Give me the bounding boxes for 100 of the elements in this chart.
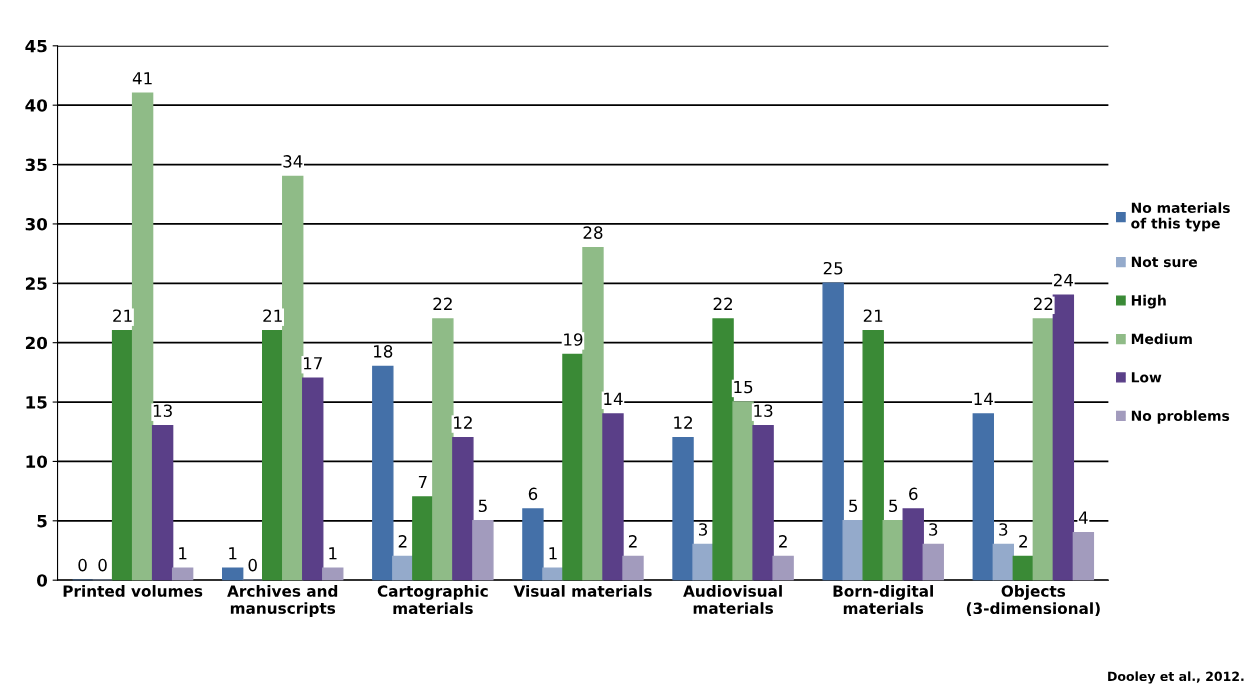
x-tick-label: Born-digital materials: [833, 585, 933, 615]
legend-label: No problems: [1131, 410, 1230, 424]
text: Dooley et al., 2012.: [1108, 671, 1244, 684]
legend-label: No materials of this type: [1131, 202, 1230, 232]
bar: [972, 413, 994, 581]
bar: [562, 353, 584, 581]
y-tick-label: 40: [25, 99, 48, 112]
y-tick-label: 35: [25, 158, 47, 172]
bar: [372, 365, 394, 581]
data-label: 2: [628, 535, 637, 548]
data-label: 2: [1019, 535, 1027, 548]
bar: [922, 543, 944, 581]
data-label: 21: [863, 309, 883, 322]
data-label: 24: [1053, 273, 1074, 287]
bar: [262, 330, 284, 581]
bar: [111, 330, 134, 581]
bar: [1052, 294, 1075, 581]
bar: [542, 567, 564, 581]
data-label: 34: [283, 155, 303, 168]
bar: [171, 567, 194, 581]
bar: [822, 282, 844, 581]
bar: [752, 425, 774, 581]
bar: [1032, 318, 1055, 581]
data-label: 3: [699, 523, 708, 536]
data-label: 6: [528, 487, 538, 501]
x-tick-label: Visual materials: [513, 585, 652, 597]
data-label: 2: [779, 535, 787, 548]
data-label: 15: [734, 380, 753, 394]
bar: [1072, 531, 1095, 581]
data-label: 22: [713, 297, 733, 310]
legend-label: High: [1131, 294, 1166, 309]
bar: [221, 567, 244, 581]
data-label: 0: [248, 558, 257, 572]
y-tick-label: 10: [26, 455, 48, 468]
x-tick-label: Cartographic materials: [377, 585, 488, 615]
bar: [522, 508, 544, 581]
data-label: 25: [823, 261, 843, 275]
bar: [772, 555, 794, 581]
data-label: 1: [549, 547, 557, 560]
legend-label: Medium: [1131, 333, 1192, 345]
bar: [131, 92, 154, 581]
data-label: 41: [132, 72, 152, 85]
y-tick-label: 25: [25, 277, 47, 290]
data-label: 21: [113, 309, 132, 322]
bar: [732, 401, 754, 581]
data-label: 17: [303, 357, 322, 370]
bar: [622, 555, 644, 581]
bar: [432, 318, 454, 581]
data-label: 22: [1033, 297, 1053, 310]
bar: [392, 555, 414, 581]
bar: [452, 436, 474, 581]
y-tick-label: 20: [25, 336, 48, 350]
data-label: 6: [909, 487, 918, 501]
data-label: 5: [849, 499, 858, 513]
bar: [862, 330, 884, 581]
data-label: 5: [478, 499, 487, 513]
bar: [282, 175, 304, 581]
bar: [672, 436, 694, 581]
data-label: 0: [78, 558, 87, 572]
y-tick-label: 5: [37, 514, 47, 528]
data-label: 21: [263, 309, 282, 322]
data-label: 1: [179, 547, 187, 560]
data-label: 12: [674, 416, 692, 429]
y-tick-label: 15: [26, 396, 47, 409]
bar: [992, 543, 1015, 581]
bar: [902, 508, 924, 581]
legend-label: Low: [1131, 372, 1162, 383]
y-tick-label: 30: [25, 217, 48, 231]
data-label: 3: [999, 523, 1008, 536]
data-label: 14: [974, 392, 993, 405]
y-tick-label: 45: [25, 39, 47, 53]
bar: [602, 413, 624, 581]
data-label: 22: [433, 297, 452, 310]
data-label: 1: [329, 547, 337, 560]
bar: [472, 520, 494, 581]
y-tick-label: 0: [37, 574, 48, 587]
data-label: 13: [754, 404, 773, 418]
data-label: 0: [98, 558, 107, 572]
bar: [692, 543, 714, 581]
x-tick-label: Archives and manuscripts: [227, 585, 338, 617]
data-label: 5: [889, 499, 898, 513]
x-tick-label: Audiovisual materials: [683, 585, 782, 614]
data-label: 19: [564, 333, 583, 346]
data-label: 13: [153, 404, 172, 418]
data-label: 7: [418, 475, 427, 489]
x-tick-label: Printed volumes: [63, 585, 203, 597]
bar: [842, 520, 864, 581]
data-label: 4: [1078, 511, 1088, 524]
bar: [882, 520, 904, 581]
data-label: 2: [398, 535, 407, 548]
data-label: 14: [604, 392, 623, 405]
legend-label: Not sure: [1131, 256, 1197, 268]
x-tick-label: Objects (3-dimensional): [966, 585, 1100, 616]
data-label: 3: [929, 523, 938, 536]
data-label: 28: [583, 226, 603, 239]
bar: [582, 246, 604, 581]
bar: [151, 425, 174, 581]
data-label: 1: [229, 547, 237, 560]
data-label: 18: [374, 345, 393, 358]
bar: [412, 496, 434, 581]
